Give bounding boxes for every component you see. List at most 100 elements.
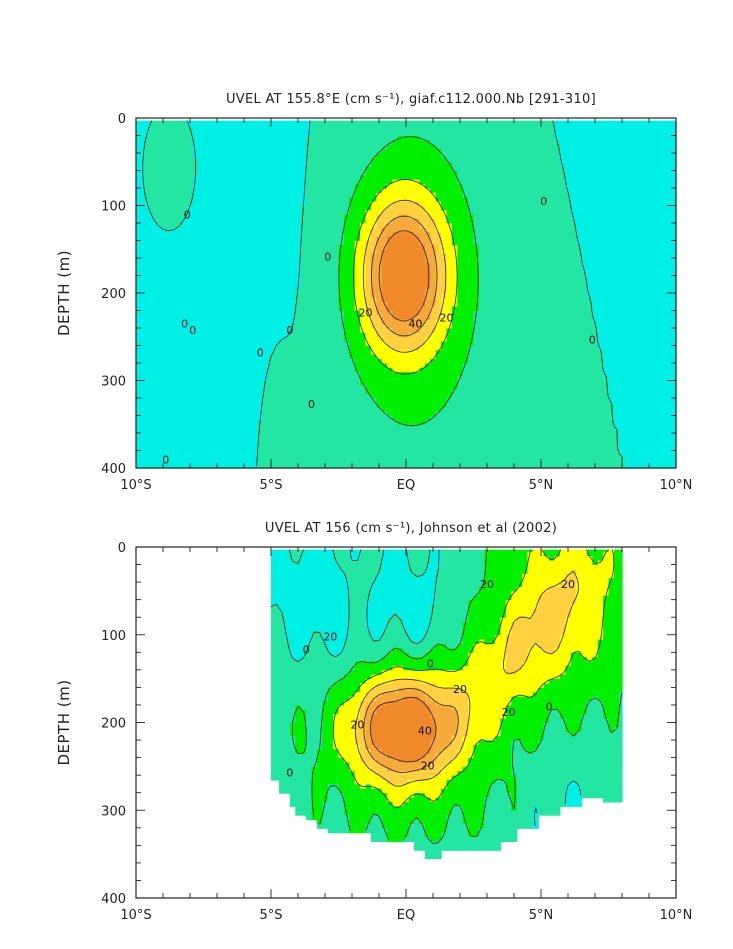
contour-cell — [241, 258, 248, 264]
contour-cell — [597, 223, 604, 229]
contour-cell — [554, 127, 561, 133]
contour-cell — [576, 297, 583, 303]
contour-cell — [581, 120, 588, 124]
contour-cell — [673, 310, 677, 316]
contour-cell — [651, 223, 658, 229]
contour-cell — [586, 310, 593, 316]
contour-cell — [333, 223, 340, 229]
contour-cell — [198, 315, 205, 321]
contour-cell — [279, 127, 286, 133]
contour-cell — [505, 319, 512, 325]
contour-cell — [392, 302, 399, 308]
contour-cell — [295, 254, 302, 260]
contour-cell — [624, 192, 631, 198]
contour-cell — [478, 149, 485, 155]
contour-cell — [370, 306, 377, 312]
contour-cell — [613, 267, 620, 273]
contour-cell — [532, 157, 539, 163]
contour-cell — [306, 122, 313, 128]
contour-cell — [505, 232, 512, 238]
contour-cell — [365, 249, 372, 255]
contour-cell — [165, 144, 172, 150]
contour-cell — [203, 275, 210, 281]
contour-cell — [160, 162, 167, 168]
contour-cell — [581, 319, 588, 325]
contour-cell — [608, 135, 615, 141]
contour-cell — [300, 122, 307, 128]
contour-cell — [516, 324, 523, 330]
contour-cell — [651, 127, 658, 133]
contour-cell — [484, 297, 491, 303]
contour-cell — [495, 214, 502, 220]
contour-cell — [397, 219, 404, 225]
contour-cell — [478, 144, 485, 150]
contour-cell — [468, 275, 475, 281]
contour-cell — [478, 232, 485, 238]
contour-cell — [403, 271, 410, 277]
contour-cell — [295, 289, 302, 295]
contour-cell — [586, 179, 593, 185]
contour-cell — [311, 289, 318, 295]
contour-cell — [354, 258, 361, 264]
contour-cell — [365, 131, 372, 137]
contour-cell — [311, 293, 318, 299]
contour-cell — [171, 192, 178, 198]
contour-cell — [646, 275, 653, 281]
contour-cell — [565, 219, 572, 225]
contour-cell — [138, 140, 145, 146]
contour-cell — [316, 135, 323, 141]
contour-cell — [527, 293, 534, 299]
contour-cell — [673, 197, 677, 203]
contour-cell — [192, 131, 199, 137]
contour-cell — [219, 223, 226, 229]
contour-cell — [667, 175, 674, 181]
contour-cell — [549, 127, 556, 133]
contour-cell — [581, 149, 588, 155]
contour-cell — [603, 149, 610, 155]
contour-cell — [171, 219, 178, 225]
contour-cell — [219, 262, 226, 268]
contour-cell — [613, 280, 620, 286]
contour-cell — [306, 120, 313, 124]
contour-cell — [549, 188, 556, 194]
contour-cell — [559, 271, 566, 277]
contour-cell — [203, 192, 210, 198]
contour-cell — [538, 310, 545, 316]
contour-cell — [424, 328, 431, 334]
contour-cell — [576, 240, 583, 246]
contour-cell — [311, 227, 318, 233]
contour-cell — [295, 170, 302, 176]
contour-cell — [154, 236, 161, 242]
contour-cell — [505, 179, 512, 185]
contour-cell — [511, 166, 518, 172]
contour-cell — [500, 240, 507, 246]
contour-cell — [414, 135, 421, 141]
contour-cell — [554, 275, 561, 281]
contour-cell — [203, 184, 210, 190]
contour-cell — [349, 210, 356, 216]
contour-cell — [262, 219, 269, 225]
contour-cell — [484, 122, 491, 128]
contour-cell — [651, 275, 658, 281]
contour-cell — [181, 166, 188, 172]
contour-cell — [478, 280, 485, 286]
contour-cell — [473, 179, 480, 185]
contour-cell — [214, 179, 221, 185]
contour-cell — [144, 332, 151, 338]
contour-cell — [451, 205, 458, 211]
contour-cell — [219, 205, 226, 211]
contour-cell — [160, 127, 167, 133]
contour-cell — [192, 201, 199, 207]
contour-cell — [365, 166, 372, 172]
contour-cell — [316, 271, 323, 277]
contour-cell — [473, 157, 480, 163]
contour-cell — [397, 297, 404, 303]
contour-cell — [446, 157, 453, 163]
contour-cell — [657, 188, 664, 194]
contour-cell — [424, 131, 431, 137]
contour-cell — [489, 319, 496, 325]
contour-cell — [284, 214, 291, 220]
contour-cell — [505, 245, 512, 251]
contour-cell — [603, 227, 610, 233]
contour-cell — [624, 214, 631, 220]
